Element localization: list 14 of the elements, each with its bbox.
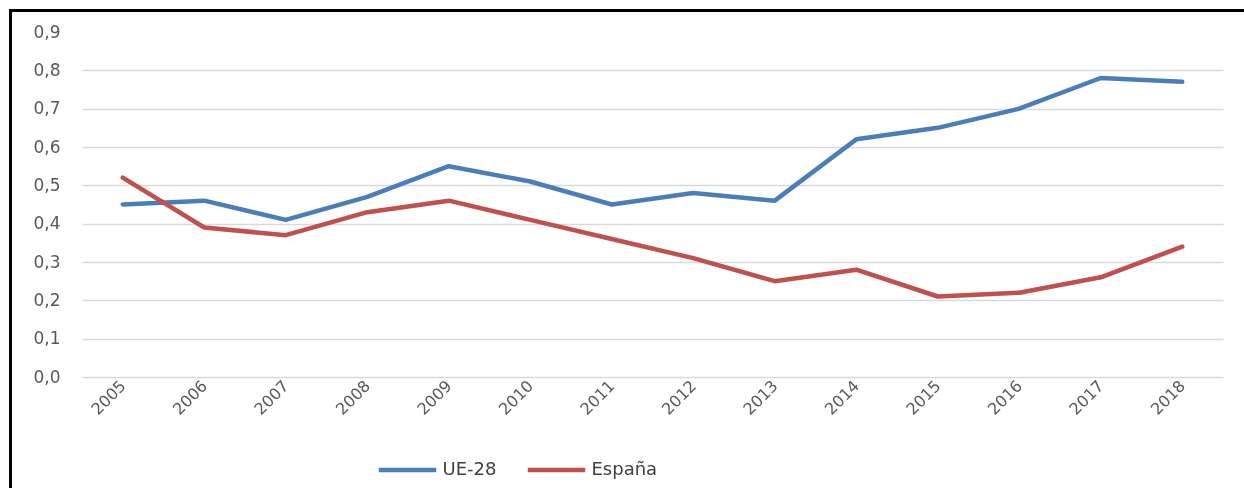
legend-label: UE-28 [442, 458, 497, 479]
y-tick-label: 0,5 [33, 174, 61, 195]
y-tick-label: 0,0 [33, 366, 61, 387]
y-tick-label: 0,6 [33, 136, 61, 157]
y-tick-label: 0,2 [33, 289, 61, 310]
y-tick-label: 0,8 [33, 59, 61, 80]
y-tick-label: 0,7 [33, 98, 61, 119]
y-tick-label: 0,9 [33, 21, 61, 42]
y-tick-label: 0,1 [33, 328, 61, 349]
y-tick-label: 0,4 [33, 213, 61, 234]
line-series [120, 175, 1185, 299]
line-series [120, 75, 1185, 223]
legend-label: España [591, 458, 658, 479]
y-tick-label: 0,3 [33, 251, 61, 272]
